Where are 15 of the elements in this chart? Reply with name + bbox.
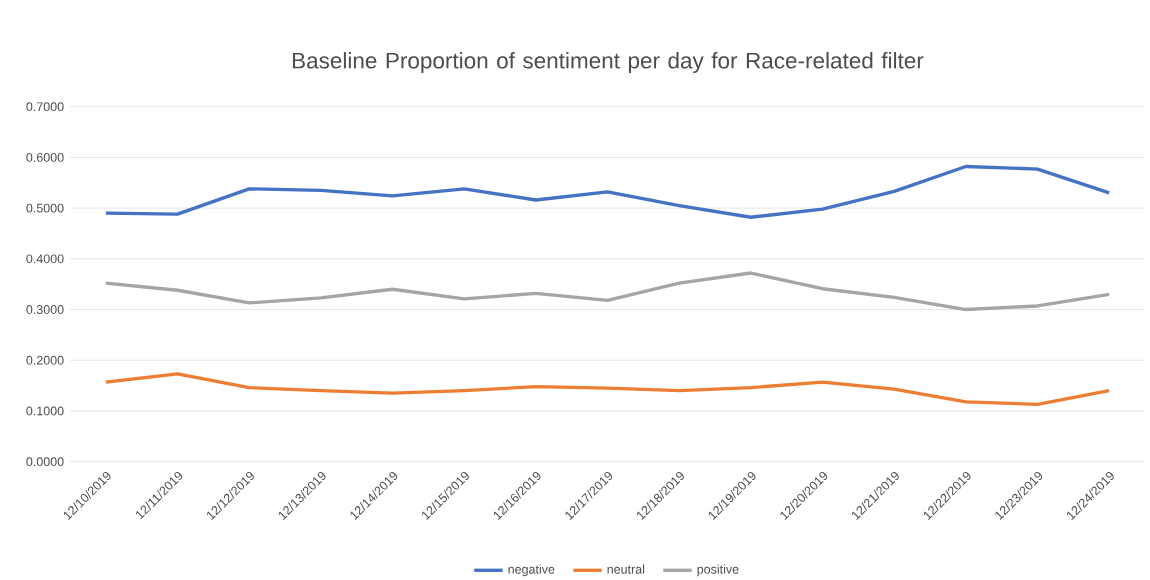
legend-label: positive <box>697 564 739 577</box>
y-tick-label: 0.3000 <box>26 305 64 314</box>
y-tick-label: 0.4000 <box>26 254 64 264</box>
y-tick-label: 0.7000 <box>26 102 64 112</box>
y-tick-label: 0.1000 <box>26 406 64 416</box>
chart-title: Baseline Proportion of sentiment per day for Race-related filter <box>292 52 924 74</box>
y-tick-label: 0.6000 <box>26 152 64 162</box>
y-tick-label: 0.0000 <box>26 457 64 467</box>
y-tick-label: 0.2000 <box>26 355 64 365</box>
legend-label: negative <box>508 564 555 577</box>
legend-label: neutral <box>607 564 645 574</box>
line-series <box>104 271 1111 312</box>
line-series <box>104 372 1111 407</box>
y-tick-label: 0.5000 <box>26 203 64 213</box>
line-series <box>104 164 1111 219</box>
